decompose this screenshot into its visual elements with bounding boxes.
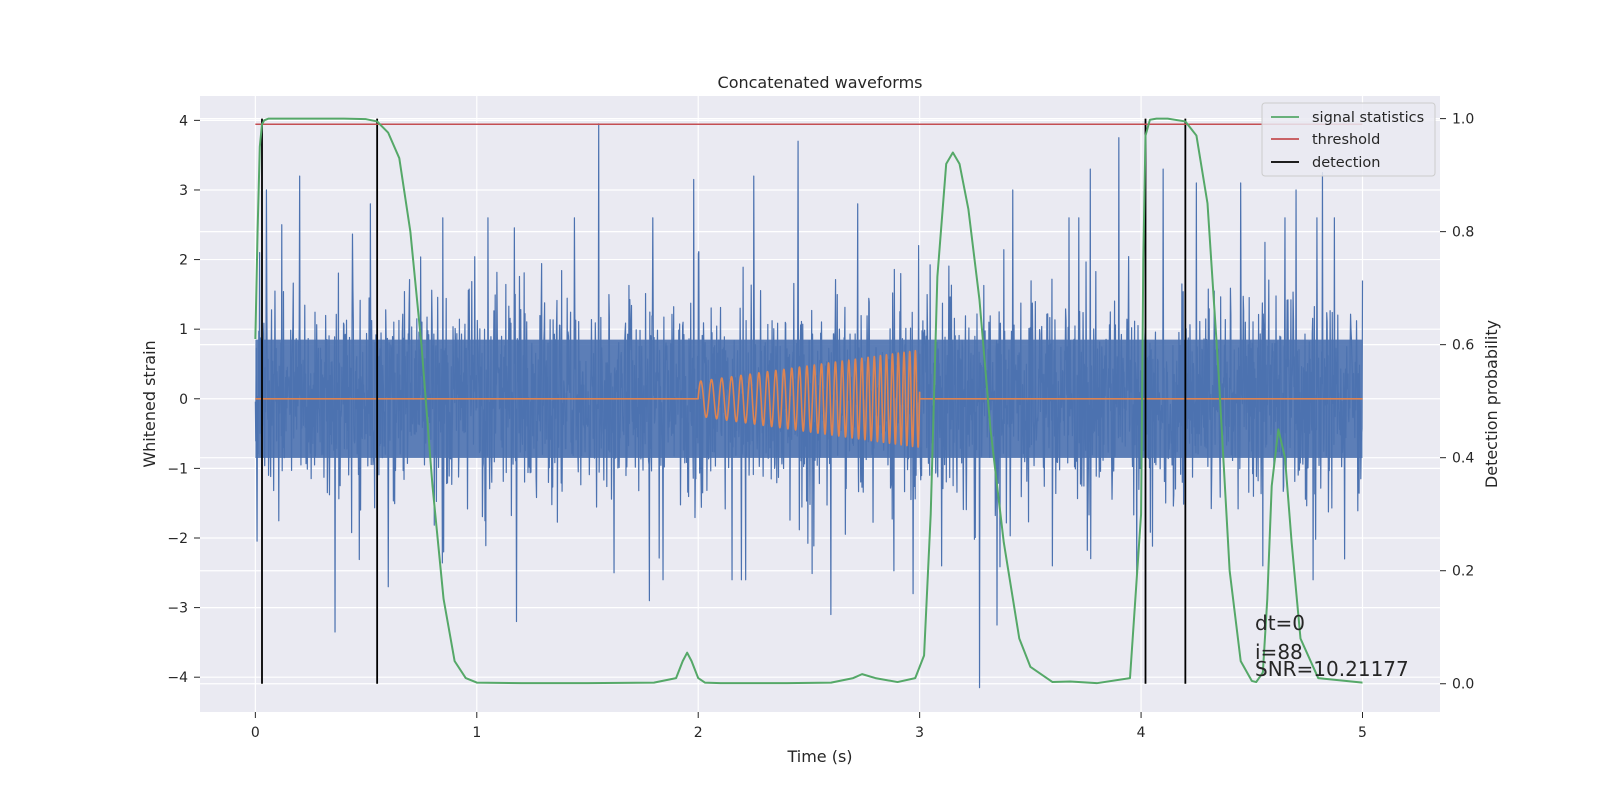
annotation-snr: SNR=10.21177 xyxy=(1255,657,1409,681)
y-tick-label: −1 xyxy=(167,461,188,477)
x-axis-label: Time (s) xyxy=(786,747,852,766)
right-y-ticks: 0.0 0.2 0.4 0.6 0.8 1.0 xyxy=(1440,112,1474,693)
y2-tick-label: 0.8 xyxy=(1452,225,1474,241)
y2-axis-label: Detection probability xyxy=(1482,320,1501,488)
x-tick-label: 2 xyxy=(694,725,703,741)
y-axis-label: Whitened strain xyxy=(140,340,159,467)
x-ticks: 0 1 2 3 4 5 xyxy=(251,712,1367,741)
x-tick-label: 1 xyxy=(472,725,481,741)
annotation-dt: dt=0 xyxy=(1255,611,1305,635)
annotation-index: i=88 xyxy=(1255,640,1303,664)
chart-title: Concatenated waveforms xyxy=(718,73,923,92)
left-y-ticks: −4 −3 −2 −1 0 1 2 3 4 xyxy=(167,113,200,686)
legend-label-signal-statistics: signal statistics xyxy=(1312,110,1424,126)
y-tick-label: −3 xyxy=(167,601,188,617)
series-layer xyxy=(254,117,1364,689)
y-tick-label: 3 xyxy=(179,183,188,199)
y-tick-label: −4 xyxy=(167,670,188,686)
y2-tick-label: 0.6 xyxy=(1452,338,1474,354)
legend-frame xyxy=(1261,102,1436,177)
y2-tick-label: 0.2 xyxy=(1452,564,1474,580)
x-tick-label: 4 xyxy=(1137,725,1146,741)
y-tick-label: 1 xyxy=(179,322,188,338)
y-tick-label: 2 xyxy=(179,253,188,269)
y-tick-label: −2 xyxy=(167,531,188,547)
x-tick-label: 3 xyxy=(915,725,924,741)
y2-tick-label: 1.0 xyxy=(1452,112,1474,128)
y-tick-label: 0 xyxy=(179,392,188,408)
x-tick-label: 5 xyxy=(1358,725,1367,741)
series-signal-statistics-line xyxy=(254,117,1363,685)
series-template-line xyxy=(255,349,1363,448)
y-tick-label: 4 xyxy=(179,113,188,129)
legend-label-detection: detection xyxy=(1312,155,1380,171)
y2-tick-label: 0.4 xyxy=(1452,451,1474,467)
x-tick-label: 0 xyxy=(251,725,260,741)
legend-label-threshold: threshold xyxy=(1312,132,1380,148)
legend: signal statistics threshold detection xyxy=(1261,102,1436,177)
y2-tick-label: 0.0 xyxy=(1452,677,1474,693)
